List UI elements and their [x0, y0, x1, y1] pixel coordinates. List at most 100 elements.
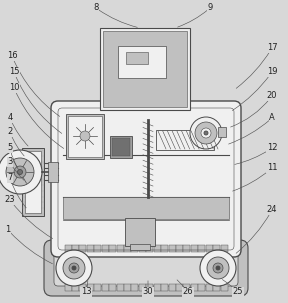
Text: 13: 13 — [81, 288, 91, 297]
Text: 19: 19 — [267, 68, 277, 76]
Text: 15: 15 — [9, 68, 19, 76]
Text: 25: 25 — [233, 288, 243, 297]
Circle shape — [201, 128, 211, 138]
FancyBboxPatch shape — [54, 250, 238, 286]
Bar — [154, 245, 161, 252]
FancyBboxPatch shape — [44, 240, 248, 296]
Bar — [68, 116, 102, 157]
Circle shape — [56, 250, 92, 286]
Text: 5: 5 — [7, 144, 13, 152]
Bar — [126, 52, 148, 64]
Bar — [72, 284, 79, 291]
Bar — [112, 138, 130, 156]
FancyBboxPatch shape — [51, 101, 241, 257]
Bar — [124, 284, 131, 291]
Text: 10: 10 — [9, 84, 19, 92]
Bar — [139, 245, 146, 252]
Circle shape — [216, 266, 220, 270]
Bar — [146, 245, 153, 252]
Text: 26: 26 — [183, 288, 193, 297]
Bar — [65, 284, 71, 291]
Text: 12: 12 — [267, 144, 277, 152]
Bar — [206, 245, 213, 252]
Text: 1: 1 — [5, 225, 11, 235]
Circle shape — [69, 263, 79, 273]
Text: 3: 3 — [7, 158, 13, 167]
Bar — [48, 162, 58, 182]
Bar — [191, 245, 198, 252]
Bar — [94, 284, 101, 291]
Bar — [191, 284, 198, 291]
Bar — [176, 284, 183, 291]
Text: 16: 16 — [7, 52, 17, 61]
Bar — [146, 284, 153, 291]
Bar — [118, 46, 166, 78]
Bar — [131, 284, 138, 291]
Text: 4: 4 — [7, 114, 13, 122]
Text: 24: 24 — [267, 205, 277, 215]
Bar — [103, 31, 187, 107]
Bar — [183, 284, 190, 291]
Bar — [156, 130, 214, 150]
Circle shape — [200, 250, 236, 286]
Bar — [213, 284, 220, 291]
Bar — [109, 284, 116, 291]
Circle shape — [0, 150, 42, 194]
Text: A: A — [269, 114, 275, 122]
Text: 8: 8 — [93, 4, 99, 12]
Bar — [63, 197, 229, 219]
Bar — [213, 245, 220, 252]
Bar — [198, 284, 205, 291]
Bar — [65, 245, 71, 252]
Bar — [124, 245, 131, 252]
Bar — [131, 245, 138, 252]
Bar — [87, 284, 94, 291]
Text: 9: 9 — [207, 4, 213, 12]
Circle shape — [207, 257, 229, 279]
Bar — [72, 245, 79, 252]
Circle shape — [14, 166, 26, 178]
Bar — [183, 245, 190, 252]
Bar — [125, 218, 155, 246]
Bar — [176, 245, 183, 252]
Text: 11: 11 — [267, 164, 277, 172]
Bar — [22, 148, 44, 216]
Text: 23: 23 — [5, 195, 15, 205]
Circle shape — [190, 117, 222, 149]
Bar — [221, 284, 228, 291]
Bar — [139, 284, 146, 291]
Text: 30: 30 — [143, 288, 153, 297]
Bar — [102, 245, 109, 252]
Bar — [117, 284, 124, 291]
Text: 2: 2 — [7, 128, 13, 136]
Circle shape — [204, 131, 208, 135]
Bar — [198, 245, 205, 252]
Bar — [130, 244, 150, 250]
Bar — [168, 284, 175, 291]
Circle shape — [195, 122, 217, 144]
Bar — [102, 284, 109, 291]
Bar — [168, 245, 175, 252]
Circle shape — [6, 158, 34, 186]
Bar — [100, 28, 190, 110]
Circle shape — [80, 131, 90, 141]
Bar — [161, 284, 168, 291]
Bar — [109, 245, 116, 252]
Bar — [221, 245, 228, 252]
Circle shape — [72, 266, 76, 270]
Bar — [25, 151, 41, 213]
Bar — [94, 245, 101, 252]
Circle shape — [63, 257, 85, 279]
Bar — [117, 245, 124, 252]
Circle shape — [18, 169, 22, 175]
Bar — [161, 245, 168, 252]
Bar — [110, 136, 132, 158]
Bar — [66, 114, 104, 159]
Bar — [87, 245, 94, 252]
Text: 17: 17 — [267, 44, 277, 52]
Bar — [154, 284, 161, 291]
Bar — [79, 284, 86, 291]
Bar — [79, 245, 86, 252]
Bar — [206, 284, 213, 291]
Text: 7: 7 — [7, 174, 13, 182]
